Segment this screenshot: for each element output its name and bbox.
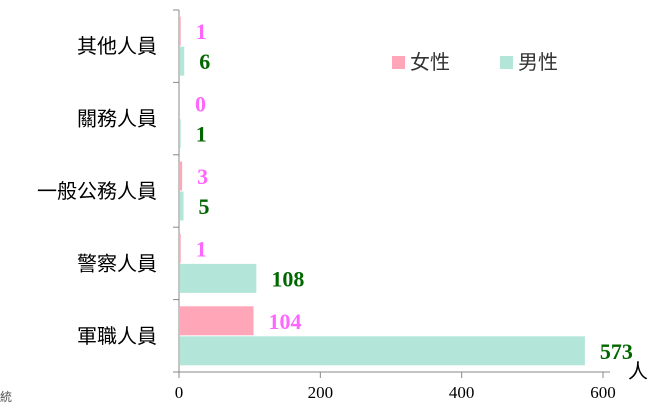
bar-male	[180, 46, 185, 76]
data-label-female: 3	[197, 164, 208, 189]
cropped-text: 統	[0, 390, 13, 404]
x-tick-labels: 0 200 400 600	[175, 383, 616, 402]
data-label-female: 0	[195, 92, 206, 117]
x-tick-label: 400	[449, 383, 475, 402]
bar-female	[180, 306, 254, 336]
bar-male	[180, 191, 184, 221]
plot-area: 1 0 3 1 104 6 1 5 108 573	[180, 16, 633, 366]
data-label-male: 573	[600, 339, 633, 364]
legend-label-male: 男性	[518, 50, 558, 74]
bar-female	[180, 233, 181, 263]
bar-male	[180, 263, 257, 293]
x-tick-label: 0	[175, 383, 184, 402]
category-label: 警察人員	[77, 251, 157, 275]
data-label-female: 1	[196, 19, 207, 44]
data-label-male: 6	[199, 49, 210, 74]
data-label-female: 104	[268, 309, 301, 334]
category-label: 軍職人員	[77, 324, 157, 348]
axes	[173, 9, 610, 378]
legend-label-female: 女性	[410, 50, 450, 74]
data-label-male: 108	[271, 266, 304, 291]
bar-male	[180, 119, 181, 149]
category-label: 關務人員	[77, 107, 157, 131]
x-tick-label: 600	[590, 383, 616, 402]
bar-female	[180, 161, 183, 191]
data-label-male: 1	[196, 122, 207, 147]
legend-swatch-female	[392, 56, 405, 69]
bar-female	[180, 16, 181, 46]
bar-male	[180, 336, 585, 366]
category-label: 一般公務人員	[37, 179, 157, 203]
legend-swatch-male	[500, 56, 513, 69]
data-label-female: 1	[196, 236, 207, 261]
x-unit-label: 人	[628, 359, 648, 383]
data-label-male: 5	[199, 194, 210, 219]
category-label: 其他人員	[77, 34, 157, 58]
legend: 女性 男性	[392, 50, 558, 74]
x-tick-label: 200	[308, 383, 334, 402]
